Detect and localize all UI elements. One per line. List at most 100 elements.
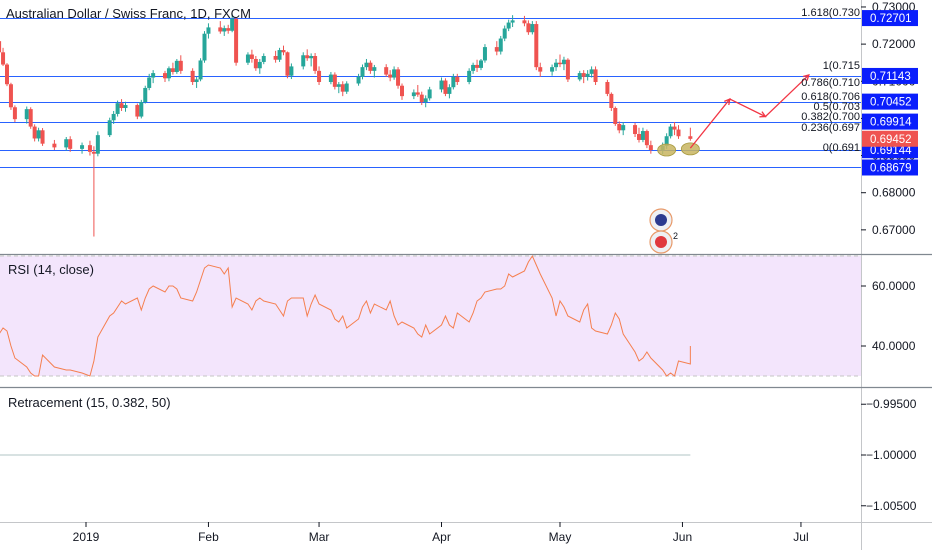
candle-body [561, 59, 566, 65]
time-tick-label: Mar [309, 530, 330, 544]
event-badge-flag-au-inner [655, 214, 667, 226]
candle-body [506, 22, 511, 29]
candle-body [139, 102, 144, 117]
candle-body [344, 83, 349, 92]
marker-ellipse [680, 142, 700, 156]
candle-body [392, 69, 397, 78]
candle-body [230, 18, 235, 31]
candle-body [526, 23, 531, 33]
candle-body [609, 93, 614, 109]
candle-body [538, 67, 543, 72]
candle-body [234, 18, 239, 63]
candle-body [621, 125, 626, 131]
candle-body [281, 50, 286, 53]
candle-body [111, 113, 116, 121]
level-price-tag-box [862, 67, 918, 84]
candle-body [328, 74, 333, 83]
time-axis: 2019 Feb Mar Apr May Jun Jul [73, 522, 809, 544]
candle-body [95, 135, 100, 154]
time-tick-label: May [549, 530, 572, 544]
level-price-tag-text: 0.69144 [870, 145, 912, 157]
candle-body [577, 73, 582, 80]
time-tick-label: Jul [793, 530, 808, 544]
candle-body [447, 87, 452, 94]
retracement-tick-label: −0.99500 [866, 397, 917, 411]
candle-body [332, 74, 337, 87]
candle-body [135, 105, 140, 117]
rsi-line [0, 254, 691, 377]
level-price-tag-text: 0.72701 [870, 13, 912, 25]
candle-body [585, 73, 590, 77]
level-price-tag-box [862, 93, 918, 110]
candle-body [356, 76, 361, 84]
candle-body [301, 55, 306, 67]
candle-body [317, 70, 322, 83]
candle-body [115, 103, 120, 114]
candle-body [206, 27, 211, 34]
candle-body [68, 139, 73, 149]
projection-path [689, 74, 810, 149]
candle-body [166, 68, 171, 79]
candle-body [522, 20, 527, 24]
candle-body [36, 130, 41, 139]
candle-body [482, 47, 487, 61]
level-price-tag-text: 0.69914 [870, 117, 912, 129]
candle-body [640, 131, 645, 140]
candle-body [419, 94, 424, 103]
chart-annotations: 2 [649, 74, 810, 254]
fib-level-label: 1.618(0.730 [801, 7, 860, 19]
candle-body [554, 62, 559, 68]
time-tick-label: 2019 [73, 530, 100, 544]
candle-body [427, 89, 432, 99]
candle-body [455, 76, 460, 83]
candle-body [581, 73, 586, 77]
level-price-tag-text: 0.68679 [870, 162, 912, 174]
candle-body [253, 58, 258, 69]
candle-body [28, 109, 33, 127]
candle-body [443, 80, 448, 94]
chart-title: Australian Dollar / Swiss Franc, 1D, FXC… [6, 6, 251, 21]
candle-body [8, 84, 13, 108]
candle-body [396, 69, 401, 86]
candle-body [668, 126, 673, 137]
candle-body [423, 98, 428, 103]
price-tick-label: 0.68000 [872, 186, 916, 200]
candle-body [400, 85, 404, 97]
level-price-tag-box [862, 113, 918, 130]
fib-level-label: 0(0.691 [823, 142, 860, 154]
level-price-tag-box [862, 10, 918, 27]
candle-body [360, 67, 365, 77]
rsi-tick-label: 40.0000 [872, 339, 916, 353]
candle-body [285, 52, 290, 76]
projection-arrowhead [724, 98, 731, 106]
candle-body [479, 60, 483, 68]
support-resistance-levels [0, 18, 861, 168]
candle-body [40, 130, 45, 144]
candle-body [147, 77, 152, 88]
price-tags: 0.72701 0.71143 0.70452 0.69914 0.69144 0.686… [862, 10, 918, 176]
retracement-title: Retracement (15, 0.382, 50) [8, 395, 171, 410]
candle-body [672, 126, 677, 130]
candle-body [633, 125, 638, 135]
candle-body [502, 28, 507, 39]
rsi-title: RSI (14, close) [8, 262, 94, 277]
candle-body [510, 20, 515, 23]
candle-body [372, 67, 377, 71]
candle-body [313, 56, 318, 71]
candle-body [648, 145, 653, 150]
time-tick-label: Apr [432, 530, 451, 544]
price-tick-label: 0.67000 [872, 223, 916, 237]
candle-body [498, 38, 503, 52]
marker-ellipse [657, 143, 677, 157]
candle-body [617, 123, 622, 131]
candle-body [305, 55, 310, 59]
last-price-tag-text: 0.69452 [870, 134, 912, 146]
candle-body [198, 60, 203, 80]
candle-body [558, 62, 562, 65]
candle-body [664, 136, 669, 146]
candle-body [364, 62, 369, 68]
level-price-tag-box [862, 159, 918, 176]
candle-body [415, 92, 420, 95]
candle-body [605, 82, 610, 94]
candle-body [52, 143, 57, 148]
